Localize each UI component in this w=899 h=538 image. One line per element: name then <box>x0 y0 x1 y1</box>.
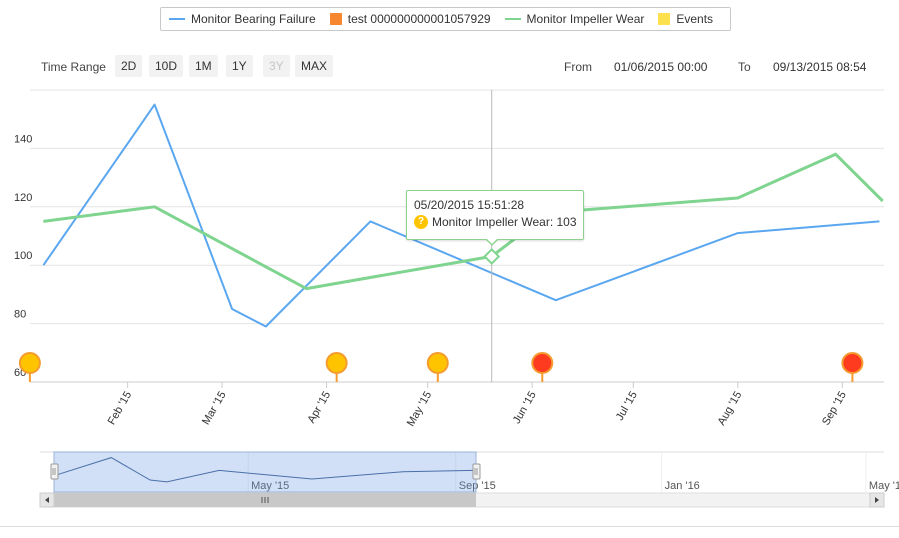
navigator: May '15 Sep '15 Jan '16 May '16 <box>39 451 899 508</box>
legend-label: Events <box>676 12 714 26</box>
range-button-3y: 3Y <box>263 55 290 77</box>
from-label: From <box>564 60 592 74</box>
x-axis: Feb '15 Mar '15 Apr '15 May '15 Jun '15 Jul '… <box>106 382 849 429</box>
legend-item[interactable]: Monitor Bearing Failure <box>169 12 316 26</box>
navigator-label: May '15 <box>251 480 289 492</box>
x-tick-label: Apr '15 <box>305 390 333 426</box>
event-marker <box>325 352 348 374</box>
legend-swatch <box>169 18 185 20</box>
y-tick-label: 120 <box>14 192 32 204</box>
x-tick-label: Jun '15 <box>511 390 539 426</box>
events-layer <box>18 352 864 382</box>
range-button-1y[interactable]: 1Y <box>226 55 253 77</box>
x-tick-label: Mar '15 <box>200 390 229 427</box>
event-marker <box>18 352 41 374</box>
range-button-2d[interactable]: 2D <box>115 55 143 77</box>
arrow-left-icon <box>45 497 49 503</box>
event-marker <box>531 352 554 374</box>
to-date-input[interactable]: 09/13/2015 08:54 <box>773 60 867 74</box>
range-button-10d[interactable]: 10D <box>149 55 184 77</box>
legend-label: test 000000000001057929 <box>347 12 491 26</box>
tooltip-series-row: ? Monitor Impeller Wear: 103 <box>414 215 577 229</box>
legend-label: Monitor Bearing Failure <box>191 12 316 26</box>
data-tooltip: 05/20/2015 15:51:28 ? Monitor Impeller W… <box>406 190 584 246</box>
time-range-toolbar: Time Range 2D 10D 1M 1Y 3Y MAX From 01/0… <box>0 54 899 78</box>
y-tick-label: 100 <box>14 250 32 262</box>
tooltip-date: 05/20/2015 15:51:28 <box>414 198 525 212</box>
x-tick-label: Feb '15 <box>106 390 135 427</box>
arrow-right-icon <box>875 497 879 503</box>
to-label: To <box>738 60 751 74</box>
question-icon: ? <box>414 215 428 229</box>
legend-swatch <box>329 13 342 25</box>
x-tick-label: Sep '15 <box>820 390 849 428</box>
series-line-bearing-failure <box>42 103 880 328</box>
from-date-input[interactable]: 01/06/2015 00:00 <box>614 60 708 74</box>
legend-swatch <box>658 13 671 25</box>
event-marker <box>841 352 864 374</box>
tooltip-series-text: Monitor Impeller Wear: 103 <box>432 215 577 229</box>
event-marker <box>426 352 449 374</box>
legend-label: Monitor Impeller Wear <box>526 12 645 26</box>
x-tick-label: Aug '15 <box>716 390 745 428</box>
navigator-label: Sep '15 <box>459 480 496 492</box>
y-tick-label: 80 <box>14 309 26 321</box>
legend-item[interactable]: test 000000000001057929 <box>329 12 491 26</box>
navigator-series-line <box>55 457 474 483</box>
x-tick-label: Jul '15 <box>614 390 640 423</box>
y-tick-label: 140 <box>14 133 32 145</box>
highlight-marker <box>483 247 501 265</box>
x-tick-label: May '15 <box>405 390 434 429</box>
navigator-label: Jan '16 <box>665 480 700 492</box>
legend-item[interactable]: Events <box>658 12 713 26</box>
range-button-max[interactable]: MAX <box>295 55 334 77</box>
legend-swatch <box>504 18 521 20</box>
chart-legend: Monitor Bearing Failure test 000000000001… <box>160 7 731 31</box>
navigator-label: May '16 <box>869 480 899 492</box>
footer-divider <box>0 526 899 527</box>
range-button-1m[interactable]: 1M <box>189 55 218 77</box>
time-range-label: Time Range <box>41 60 106 74</box>
legend-item[interactable]: Monitor Impeller Wear <box>504 12 645 26</box>
